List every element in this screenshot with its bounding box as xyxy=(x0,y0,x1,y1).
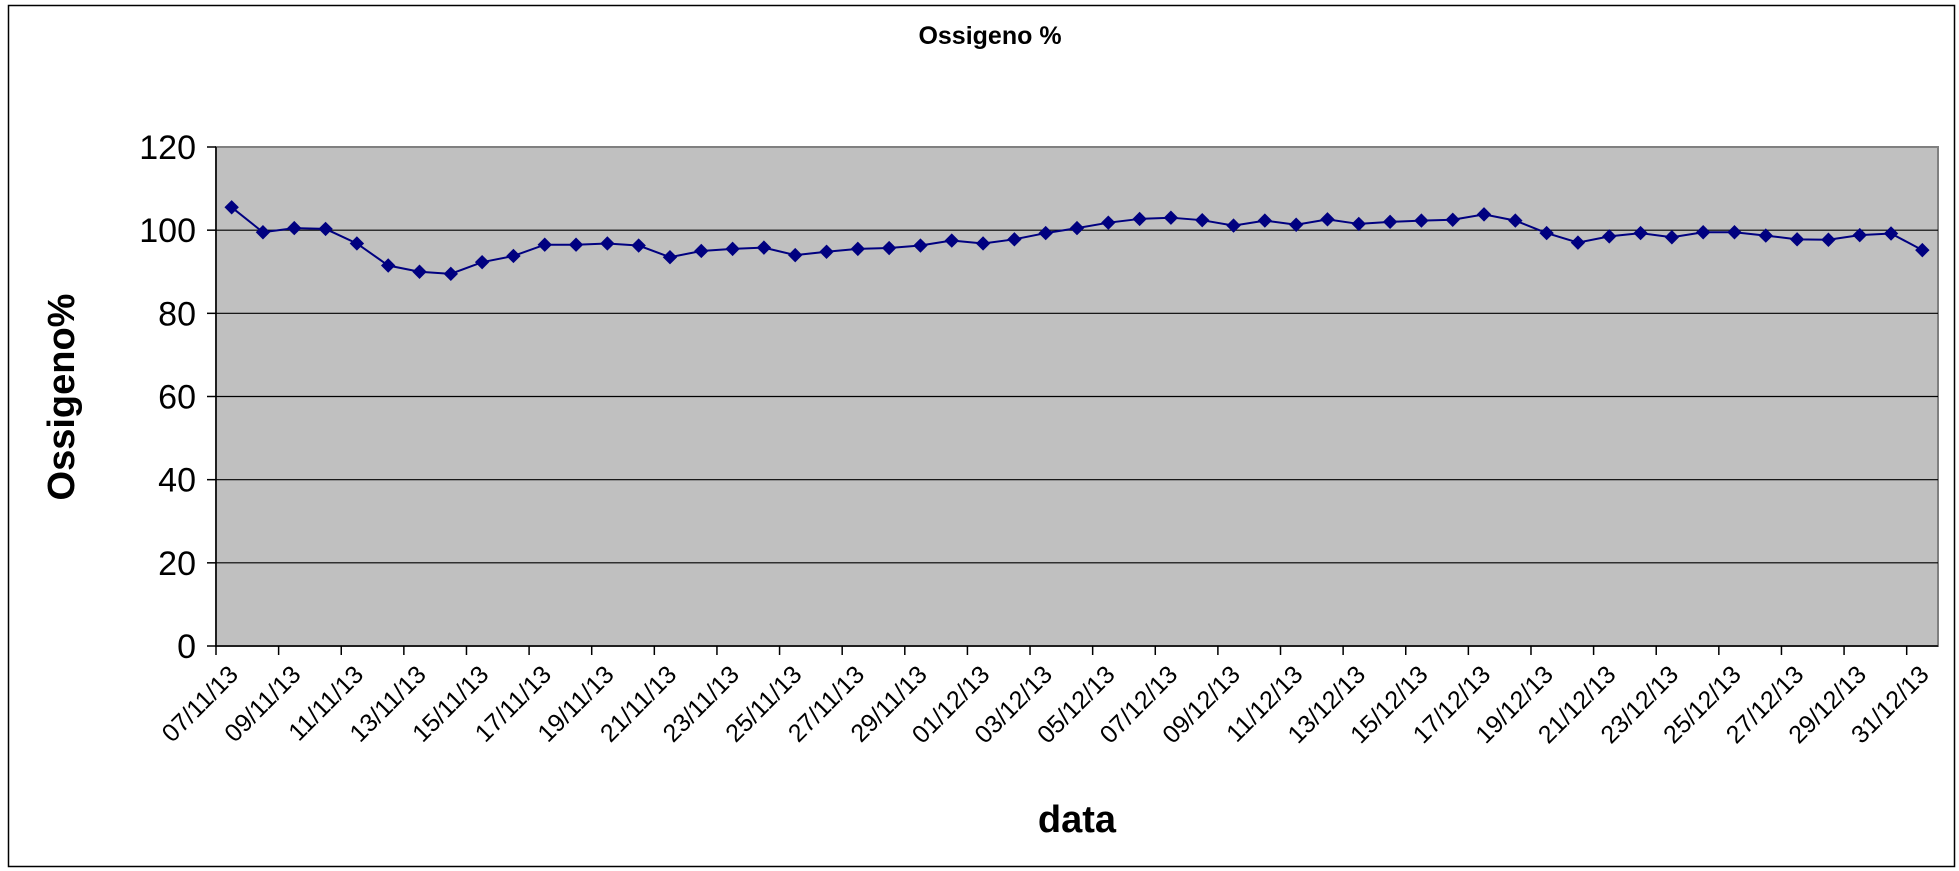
y-tick-label: 20 xyxy=(158,545,196,583)
data-point xyxy=(1915,242,1930,258)
data-point xyxy=(1163,210,1179,225)
data-point xyxy=(1695,225,1711,240)
data-point xyxy=(819,244,834,259)
data-point xyxy=(1351,216,1366,232)
data-point xyxy=(881,240,897,256)
data-point xyxy=(725,241,740,257)
data-point xyxy=(1539,225,1554,241)
x-axis-title: data xyxy=(1038,799,1117,841)
data-point xyxy=(631,238,646,253)
data-point xyxy=(1257,213,1273,228)
data-point xyxy=(506,248,521,264)
data-point xyxy=(788,247,803,263)
data-point xyxy=(913,238,928,253)
data-point xyxy=(1602,229,1617,244)
data-point xyxy=(1727,225,1742,240)
data-point xyxy=(568,237,584,252)
data-point xyxy=(662,249,678,265)
y-axis-title: Ossigeno% xyxy=(41,294,83,501)
data-point xyxy=(1758,228,1774,243)
y-tick-label: 40 xyxy=(158,462,196,500)
data-point xyxy=(1852,227,1867,243)
data-point xyxy=(600,236,615,251)
data-point xyxy=(1226,218,1241,233)
data-point xyxy=(1320,212,1335,227)
y-axis-ticks: 0 20 40 60 80 100 120 xyxy=(139,129,216,666)
data-point xyxy=(1570,235,1586,250)
y-tick-label: 120 xyxy=(139,129,196,167)
data-point xyxy=(1664,230,1680,245)
data-point xyxy=(1007,232,1022,247)
data-point xyxy=(1195,212,1210,228)
data-point xyxy=(1132,211,1147,227)
data-point xyxy=(1414,213,1429,228)
data-point xyxy=(1633,225,1648,241)
data-point xyxy=(1883,226,1899,241)
series-layer xyxy=(224,200,1930,282)
y-tick-label: 60 xyxy=(158,379,196,417)
data-point xyxy=(975,236,991,251)
y-tick-label: 80 xyxy=(158,295,196,333)
data-point xyxy=(694,243,709,259)
y-tick-label: 100 xyxy=(139,212,196,250)
data-point xyxy=(1508,213,1523,228)
data-point xyxy=(1789,232,1805,247)
data-point xyxy=(944,233,959,248)
data-point xyxy=(412,264,427,279)
data-point xyxy=(443,266,459,282)
data-point xyxy=(1821,232,1836,247)
data-point xyxy=(537,237,552,252)
data-point xyxy=(850,241,866,257)
data-point xyxy=(255,225,271,240)
data-point xyxy=(1038,225,1053,241)
data-point xyxy=(349,236,365,251)
data-point xyxy=(287,220,302,236)
y-tick-label: 0 xyxy=(177,628,196,666)
data-point xyxy=(1288,217,1304,232)
data-point xyxy=(474,254,490,270)
chart-title: Ossigeno % xyxy=(918,22,1061,50)
data-point xyxy=(1382,214,1398,230)
data-point xyxy=(318,221,333,237)
data-point xyxy=(224,200,239,215)
data-point xyxy=(380,258,396,273)
data-point xyxy=(1101,215,1116,230)
data-point xyxy=(1445,212,1460,227)
data-point xyxy=(1069,220,1085,236)
data-point xyxy=(1476,207,1492,222)
data-point xyxy=(756,240,772,255)
